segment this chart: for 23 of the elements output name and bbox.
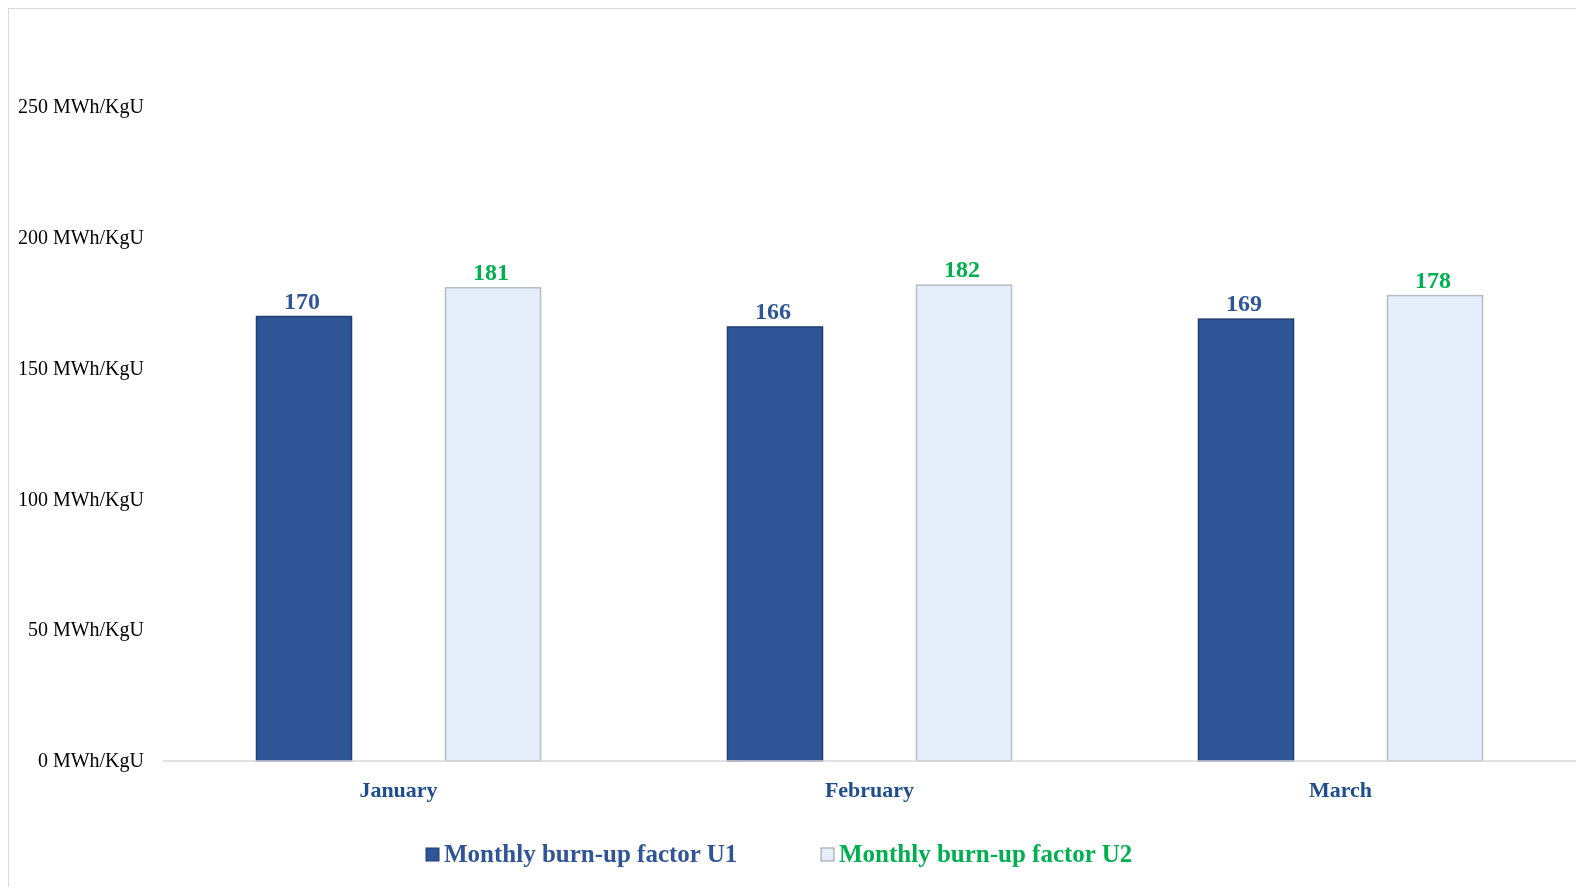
bar [255, 315, 353, 762]
legend-label: Monthly burn-up factor U1 [444, 840, 738, 867]
data-label: 169 [1226, 290, 1262, 317]
x-tick-label: February [824, 777, 915, 802]
y-tick-label: 0 MWh/KgU [37, 749, 145, 772]
data-label: 182 [944, 256, 980, 283]
bar [726, 326, 824, 762]
x-tick-label: January [359, 777, 438, 802]
bar [1197, 318, 1295, 762]
data-label: 181 [473, 258, 509, 285]
y-tick-label: 150 MWh/KgU [17, 356, 145, 380]
y-tick-label: 200 MWh/KgU [17, 226, 145, 250]
data-label: 178 [1415, 266, 1451, 293]
data-label: 166 [755, 297, 791, 324]
y-tick-label: 250 MWh/KgU [17, 95, 145, 119]
bar [915, 284, 1013, 762]
x-tick-label: March [1308, 777, 1373, 802]
legend-label: Monthly burn-up factor U2 [839, 840, 1133, 867]
y-tick-label: 50 MWh/KgU [27, 618, 145, 642]
data-label: 170 [284, 287, 320, 314]
bar [1386, 294, 1484, 762]
y-tick-label: 100 MWh/KgU [17, 487, 145, 511]
bar [444, 287, 542, 762]
